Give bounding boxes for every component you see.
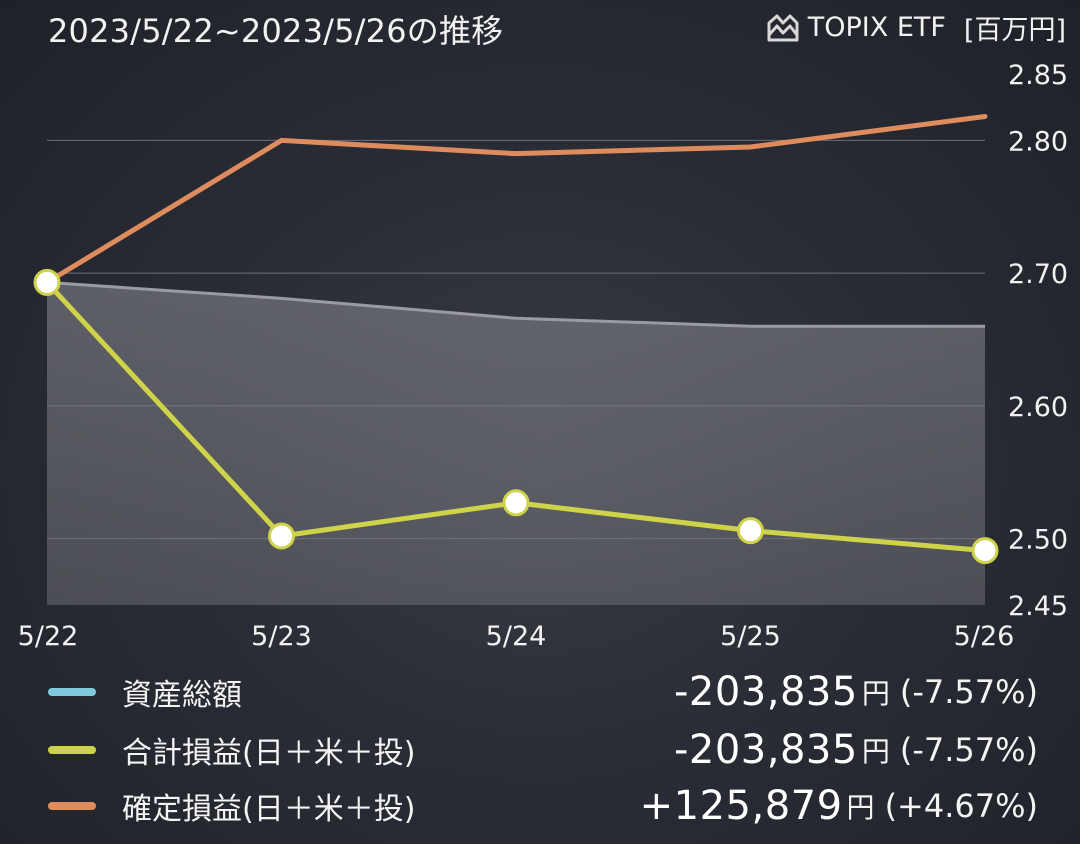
marker-layer (33, 268, 999, 565)
x-tick-label: 5/25 (720, 621, 781, 652)
data-point-total_pl (268, 522, 295, 550)
legend-yen: 円 (861, 735, 890, 768)
chart-title: 2023/5/22~2023/5/26の推移 (48, 12, 504, 50)
y-tick-label: 2.85 (1008, 60, 1068, 91)
data-point-total_pl (33, 268, 61, 296)
x-axis: 5/22 5/23 5/24 5/25 5/26 (18, 621, 1015, 652)
legend-swatch (48, 802, 96, 810)
x-tick-label: 5/23 (251, 621, 312, 652)
legend-percent: (-7.57%) (899, 673, 1038, 711)
legend-swatch (48, 688, 96, 696)
legend-value: -203,835 (673, 669, 858, 715)
x-tick-label: 5/26 (954, 621, 1015, 652)
area-fill-total_assets (47, 282, 985, 605)
legend-row-total-pl: 合計損益(日＋米＋投) -203,835 円 (-7.57%) (48, 722, 1038, 778)
legend-row-total-assets: 資産総額 -203,835 円 (-7.57%) (48, 664, 1038, 720)
legend-value: -203,835 (673, 727, 858, 773)
y-tick-label: 2.80 (1008, 126, 1068, 157)
legend-value: +125,879 (639, 783, 843, 829)
unit-label: [百万円] (963, 15, 1066, 46)
legend-percent: (-7.57%) (899, 731, 1038, 769)
y-tick-label: 2.60 (1008, 392, 1068, 423)
legend-label: 合計損益(日＋米＋投) (122, 736, 416, 771)
legend-yen: 円 (861, 677, 890, 710)
data-point-total_pl (971, 537, 999, 565)
data-point-total_pl (502, 489, 530, 517)
y-axis: 2.85 2.80 2.70 2.60 2.50 2.45 (1008, 60, 1068, 622)
x-tick-label: 5/24 (486, 621, 547, 652)
legend-row-realized-pl: 確定損益(日＋米＋投) +125,879 円 (+4.67%) (48, 778, 1038, 834)
y-tick-label: 2.45 (1008, 591, 1068, 622)
etf-chart-icon (767, 14, 799, 41)
legend-swatch (48, 746, 96, 754)
legend-yen: 円 (846, 791, 875, 824)
legend-percent: (+4.67%) (884, 787, 1038, 825)
line-total_assets (46, 280, 985, 328)
legend-label: 確定損益(日＋米＋投) (122, 792, 416, 827)
series-layer (44, 113, 988, 605)
data-point-total_pl (737, 517, 764, 545)
line-realized_pl (44, 113, 988, 285)
y-tick-label: 2.50 (1008, 525, 1068, 556)
header-right: TOPIX ETF [百万円] (766, 8, 1066, 47)
etf-label: TOPIX ETF (807, 12, 946, 43)
x-tick-label: 5/22 (18, 621, 79, 652)
legend-label: 資産総額 (122, 678, 242, 713)
y-tick-label: 2.70 (1008, 259, 1068, 290)
